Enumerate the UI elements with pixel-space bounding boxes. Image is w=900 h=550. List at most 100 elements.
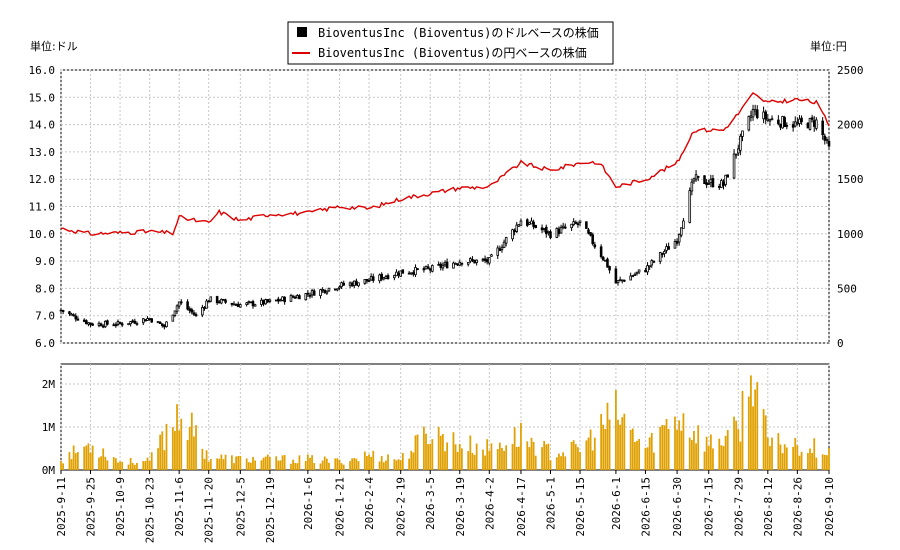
candle-body	[422, 267, 426, 271]
candle-body	[279, 299, 282, 302]
volume-bar	[144, 461, 147, 470]
x-tick-label: 2026-6-1	[610, 477, 623, 530]
legend: BioventusInc (Bioventus)のドルベースの株価 Bioven…	[287, 21, 614, 65]
candle-body	[281, 296, 284, 301]
candle-body	[260, 299, 263, 305]
candle-body	[667, 246, 670, 250]
volume-bar	[209, 459, 212, 470]
volume-bar	[621, 417, 624, 470]
x-tick-label: 2025-9-25	[85, 477, 98, 537]
candle-body	[648, 265, 651, 268]
volume-bar	[127, 464, 130, 470]
volume-bar	[262, 457, 265, 470]
volume-bar	[511, 444, 514, 470]
candle-body	[334, 288, 337, 291]
volume-bar	[233, 463, 235, 470]
candle-body	[179, 301, 183, 304]
volume-bar	[741, 391, 744, 470]
volume-bar	[807, 453, 809, 470]
x-tick-label: 2026-8-12	[762, 477, 775, 537]
candle-body	[384, 276, 388, 279]
volume-bar	[446, 442, 448, 470]
volume-bar	[338, 459, 341, 470]
candle-body	[268, 299, 272, 302]
candle-body	[289, 295, 293, 302]
legend-label-usd: BioventusInc (Bioventus)のドルベースの株価	[318, 25, 599, 40]
candle-body	[812, 120, 816, 127]
volume-bar	[543, 440, 546, 470]
volume-bar	[222, 459, 225, 470]
candle-body	[142, 318, 145, 324]
volume-bar	[591, 450, 594, 470]
candle-body	[747, 115, 751, 131]
volume-bar	[517, 446, 520, 470]
volume-bar	[545, 444, 548, 470]
volume-bar	[220, 454, 223, 470]
volume-bar	[661, 424, 664, 470]
volume-bar	[275, 456, 278, 470]
volume-bar	[387, 454, 389, 470]
volume-bar	[678, 420, 681, 470]
volume-bar	[186, 440, 189, 470]
volume-bar	[355, 458, 358, 470]
volume-bar	[266, 454, 269, 470]
candle-body	[519, 220, 523, 226]
volume-bar	[321, 460, 324, 470]
candle-body	[363, 279, 367, 284]
candle-body	[631, 275, 635, 278]
candle-body	[306, 292, 310, 295]
volume-bar	[737, 429, 740, 470]
volume-bar	[823, 454, 826, 470]
candle-body	[652, 260, 656, 263]
candle-body	[409, 272, 413, 275]
candle-body	[798, 118, 801, 124]
y-right-tick-label: 1500	[837, 173, 864, 186]
volume-bar	[298, 455, 301, 470]
volume-bar	[425, 433, 427, 470]
candle-body	[557, 228, 561, 235]
volume-bar	[541, 447, 543, 470]
volume-bar	[505, 445, 508, 470]
candle-body	[386, 275, 390, 280]
candle-body	[673, 241, 677, 249]
volume-bar	[117, 462, 119, 470]
candle-body	[414, 267, 417, 276]
candle-body	[203, 307, 206, 309]
volume-bar	[486, 439, 489, 470]
candle-body	[755, 109, 759, 118]
candle-body	[61, 309, 65, 312]
candle-body	[380, 273, 383, 280]
volume-bar	[783, 444, 786, 470]
volume-bar	[682, 413, 685, 470]
candle-body	[806, 122, 810, 129]
volume-bar	[444, 451, 446, 470]
volume-bar	[201, 448, 204, 470]
volume-bar	[756, 382, 759, 470]
candle-body	[283, 296, 286, 303]
volume-bar	[638, 439, 640, 470]
volume-bar	[475, 443, 478, 470]
y-left-tick-label: 12.0	[29, 173, 56, 186]
candle-body	[232, 303, 236, 306]
candle-body	[690, 181, 694, 192]
volume-bar	[351, 458, 354, 470]
candle-body	[532, 221, 535, 228]
candle-body	[781, 116, 784, 129]
volume-bar	[482, 449, 484, 470]
candle-body	[97, 322, 101, 326]
unit-right-label: 単位:円	[810, 39, 847, 53]
candle-body	[469, 258, 472, 262]
volume-bar	[821, 454, 824, 470]
candle-body	[355, 280, 358, 286]
candle-body	[234, 304, 238, 306]
candle-body	[741, 130, 744, 137]
volume-bar	[195, 425, 197, 470]
volume-bar	[579, 451, 581, 470]
candle-body	[416, 268, 419, 271]
candle-body	[815, 119, 818, 129]
candle-body	[635, 271, 639, 274]
volume-bar	[150, 452, 153, 470]
candle-body	[555, 228, 559, 238]
volume-bar	[771, 437, 773, 470]
y-left-tick-label: 7.0	[35, 310, 55, 323]
